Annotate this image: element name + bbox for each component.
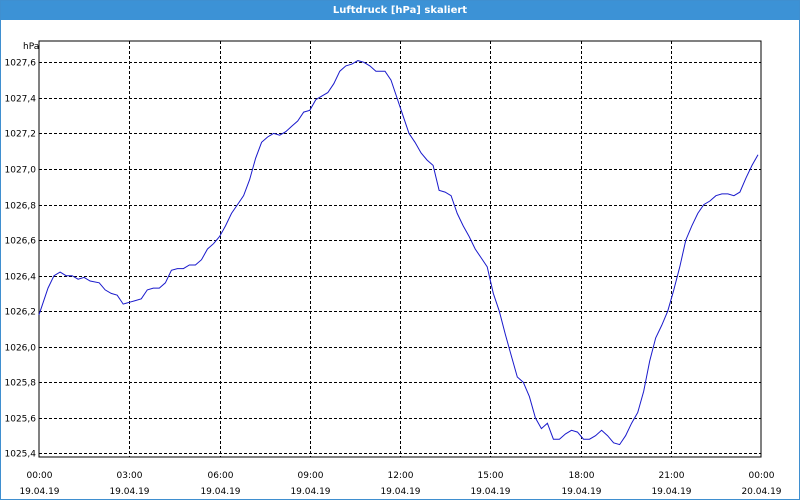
y-tick-label: 1027,4 (5, 95, 37, 105)
y-tick-label: 1026,4 (5, 273, 37, 283)
x-tick-time: 18:00 (569, 471, 595, 481)
y-tick-label: 1026,6 (5, 237, 37, 247)
x-tick-time: 03:00 (117, 471, 143, 481)
x-tick-date: 19.04.19 (19, 487, 59, 497)
y-tick-label: 1027,0 (5, 166, 37, 176)
x-tick-time: 21:00 (659, 471, 685, 481)
x-tick-date: 19.04.19 (200, 487, 240, 497)
x-tick-date: 20.04.19 (741, 487, 781, 497)
x-tick-date: 19.04.19 (290, 487, 330, 497)
x-tick-date: 19.04.19 (470, 487, 510, 497)
y-tick-label: 1027,2 (5, 130, 37, 140)
pressure-series-line (38, 60, 759, 446)
y-tick-label: 1027,6 (5, 59, 37, 69)
y-tick-label: 1025,4 (5, 450, 37, 460)
y-tick-label: 1026,0 (5, 344, 37, 354)
y-tick-labels: 1025,4 1025,6 1025,8 1026,0 1026,2 1026,4 1026… (5, 59, 37, 460)
x-tick-time: 06:00 (208, 471, 234, 481)
x-tick-time: 00:00 (749, 471, 775, 481)
x-tick-date: 19.04.19 (380, 487, 420, 497)
grid-lines (39, 41, 761, 457)
y-tick-label: 1026,2 (5, 308, 37, 318)
x-tick-time: 12:00 (388, 471, 414, 481)
x-tick-labels: 00:00 19.04.19 03:00 19.04.19 06:00 19.04.19 0… (19, 471, 781, 497)
x-tick-date: 19.04.19 (561, 487, 601, 497)
x-tick-time: 00:00 (27, 471, 53, 481)
y-axis-label: hPa (23, 42, 39, 52)
window-title: Luftdruck [hPa] skaliert (1, 1, 799, 20)
x-tick-time: 15:00 (478, 471, 504, 481)
x-tick-date: 19.04.19 (651, 487, 691, 497)
y-tick-label: 1025,6 (5, 415, 37, 425)
y-tick-label: 1025,8 (5, 379, 37, 389)
x-tick-time: 09:00 (298, 471, 324, 481)
plot-border (38, 40, 762, 458)
y-tick-label: 1026,8 (5, 202, 37, 212)
x-tick-date: 19.04.19 (109, 487, 149, 497)
